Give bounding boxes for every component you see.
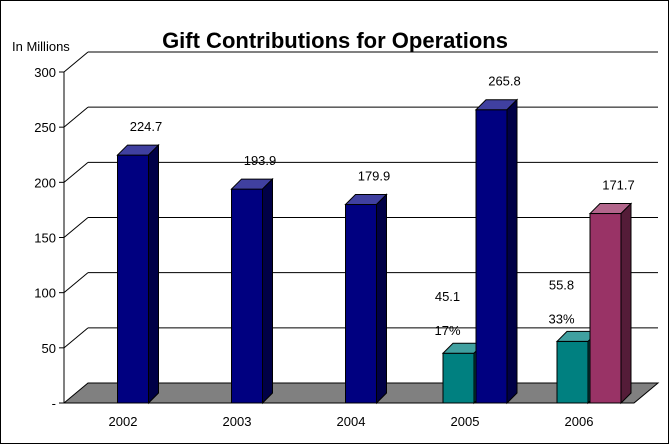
percent-annotation: 33% — [548, 311, 574, 326]
y-tick-label: 300 — [34, 65, 56, 80]
chart-title: Gift Contributions for Operations — [162, 28, 508, 53]
bars — [116, 98, 633, 405]
y-tick-label: 250 — [34, 120, 56, 135]
y-tick-label: 200 — [34, 175, 56, 190]
bar — [588, 202, 633, 405]
data-label: 55.8 — [549, 277, 574, 292]
x-tick-label: 2005 — [451, 414, 480, 429]
bar — [344, 193, 388, 405]
bar — [474, 98, 519, 405]
data-label: 265.8 — [488, 74, 521, 89]
percent-annotation: 17% — [434, 323, 460, 338]
data-label: 179.9 — [358, 169, 391, 184]
y-axis-label: In Millions — [12, 39, 70, 54]
data-labels: 2002 2003 2004 2005 2006 224.7 193.9 179.9 265.8… — [109, 74, 635, 429]
gridline-depth — [63, 217, 89, 238]
y-tick-label: 150 — [34, 231, 56, 246]
gridline-depth — [63, 327, 89, 349]
x-tick-label: 2006 — [565, 414, 594, 429]
y-tick-label: 50 — [42, 341, 56, 356]
bar — [230, 177, 274, 405]
x-tick-label: 2004 — [337, 414, 366, 429]
data-label: 171.7 — [602, 178, 635, 193]
data-label: 224.7 — [130, 119, 163, 134]
gridline-depth — [63, 272, 89, 294]
y-tick-label: - — [52, 396, 56, 411]
y-axis: - 50 100 150 200 250 300 — [34, 65, 65, 411]
gridline-depth — [63, 106, 89, 128]
gridline-depth — [63, 51, 89, 73]
gridline-depth — [63, 161, 89, 183]
x-tick-label: 2003 — [223, 414, 252, 429]
data-label: 45.1 — [435, 289, 460, 304]
data-label: 193.9 — [244, 153, 277, 168]
bar — [116, 143, 160, 405]
y-tick-label: 100 — [34, 286, 56, 301]
x-tick-label: 2002 — [109, 414, 138, 429]
